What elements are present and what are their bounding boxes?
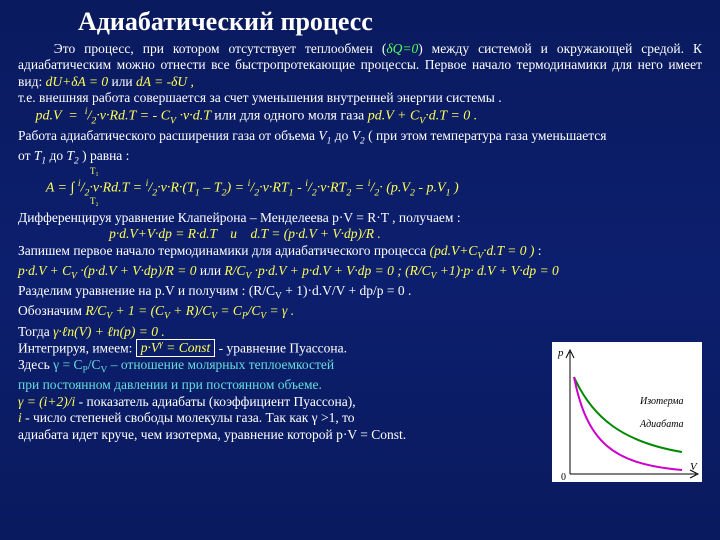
p7l2d: R/C — [221, 263, 245, 278]
eq-pdv: pd.V = i/2·ν·Rd.T = - CV ·ν·d.T или для … — [18, 106, 702, 127]
p7l1a: Запишем первое начало термодинамики для … — [18, 243, 430, 258]
p7l1e: : — [534, 243, 541, 258]
p7l1: Запишем первое начало термодинамики для … — [18, 243, 702, 263]
title: Адиабатический процесс — [78, 8, 702, 37]
p5e: ·ν·Rd.T = — [89, 181, 145, 196]
chart-bg — [552, 342, 702, 482]
p11b: p·V — [141, 340, 159, 355]
p1-eq2: dA = -δU , — [136, 74, 194, 89]
p9b: R/C — [85, 303, 106, 318]
eq-pdv-g: ·ν·d.T — [176, 109, 214, 124]
p10: Тогда γ·ℓn(V) + ℓn(p) = 0 . — [18, 324, 518, 340]
p4j: ) равна : — [79, 148, 130, 163]
p8: Разделим уравнение на p.V и получим : (R… — [18, 283, 702, 303]
p7l2c: ·(p·d.V + V·dp)/R = 0 — [77, 263, 200, 278]
p5a: A = ∫ — [18, 181, 78, 196]
p13: при постоянном давлении и при постоянном… — [18, 377, 518, 393]
p9f: + R)/C — [170, 303, 211, 318]
p4e: ( при этом температура газа уменьшается — [365, 128, 607, 143]
p12f: – отношение молярных теплоемкостей — [107, 357, 334, 372]
p7l1b: (pd.V+C — [430, 243, 478, 258]
p9: Обозначим R/CV + 1 = (CV + R)/CV = CP/CV… — [18, 303, 518, 323]
int-lower: T₂ — [90, 196, 99, 207]
p1-dq: δQ=0 — [386, 41, 418, 56]
chart-iso-label: Изотерма — [639, 396, 684, 407]
p7l2h: +1)·p· d.V + V·dp = 0 — [436, 263, 558, 278]
p9h: = C — [217, 303, 242, 318]
eq-pdv-j: ·d.T = 0 . — [425, 109, 477, 124]
eq-pdv-a: pd.V = — [18, 109, 85, 124]
eq-pdv-e: ·ν·Rd.T = - C — [96, 109, 170, 124]
p5y: · (p.V — [379, 181, 410, 196]
p5u: = — [351, 181, 367, 196]
eq-integral: A = ∫ i/2·ν·Rd.T = i/2·ν·R·(T1 – T2) = i… — [18, 178, 702, 199]
p6l1: Дифференцируя уравнение Клапейрона – Мен… — [18, 210, 702, 226]
p11e: - уравнение Пуассона. — [215, 340, 347, 355]
chart-zero: 0 — [561, 472, 566, 482]
p4h: до — [46, 148, 66, 163]
para-definition: Это процесс, при котором отсутствует теп… — [18, 41, 702, 90]
p7l2a: p·d.V + C — [18, 263, 71, 278]
eq-pdv-or: или для одного моля газа — [214, 109, 367, 124]
p5p: - — [294, 181, 306, 196]
p9a: Обозначим — [18, 303, 85, 318]
p4a: Работа адиабатического расширения газа о… — [18, 128, 318, 143]
p7l2: p·d.V + CV ·(p·d.V + V·dp)/R = 0 или R/C… — [18, 263, 702, 283]
p7l2or: или — [200, 263, 221, 278]
p1-or: или — [108, 74, 136, 89]
p10a: Тогда — [18, 324, 53, 339]
p9j: /C — [248, 303, 261, 318]
p4i: T — [66, 148, 74, 163]
chart-p-label: p — [557, 347, 564, 359]
pv-chart: p V 0 Изотерма Адиабата — [552, 342, 702, 482]
p6l2: p·d.V+V·dp = R·d.T и d.T = (p·d.V + V·dp… — [18, 226, 702, 242]
p1-lead: Это процесс, при котором отсутствует теп… — [18, 41, 386, 56]
p14a: γ = (i+2)/i — [18, 394, 75, 409]
p12: Здесь γ = CP/CV – отношение молярных теп… — [18, 357, 518, 377]
p11a: Интегрируя, имеем: — [18, 340, 136, 355]
p12a: Здесь — [18, 357, 53, 372]
p5o: ·ν·RT — [259, 181, 289, 196]
p8a: Разделим уравнение на p.V и получим : (R… — [18, 283, 275, 298]
p9d: + 1 = (C — [112, 303, 164, 318]
eq-pdv-h: pd.V + C — [368, 109, 420, 124]
p15: i - число степеней свободы молекулы газа… — [18, 410, 518, 426]
p5k: ) = — [226, 181, 247, 196]
p1-eq1: dU+δA = 0 — [46, 74, 109, 89]
pv-chart-svg: p V 0 Изотерма Адиабата — [552, 342, 702, 482]
poisson-box: p·Vγ = Const — [136, 339, 215, 357]
p11: Интегрируя, имеем: p·Vγ = Const - уравне… — [18, 340, 518, 357]
p7l2f: ·p·d.V + p·d.V + V·dp = 0 ; (R/C — [251, 263, 430, 278]
slide: Адиабатический процесс Это процесс, при … — [0, 0, 720, 540]
chart-adia-label: Адиабата — [639, 419, 684, 430]
p5i: ·ν·R·(T — [157, 181, 195, 196]
int-limits-top: T₁ — [18, 168, 702, 178]
int-upper: T₁ — [90, 166, 99, 177]
p4c: до — [331, 128, 351, 143]
p4f: от — [18, 148, 34, 163]
p5z: ) — [450, 181, 458, 196]
p12b: γ = C — [53, 357, 82, 372]
p9l: = γ . — [266, 303, 294, 318]
p15b: - число степеней свободы молекулы газа. … — [22, 410, 355, 425]
para-work2: от T1 до T2 ) равна : — [18, 148, 702, 168]
para-p2: т.е. внешняя работа совершается за счет … — [18, 90, 702, 106]
p12d: /C — [88, 357, 101, 372]
p11d: = Const — [163, 340, 210, 355]
p10b: γ·ℓn(V) + ℓn(p) = 0 . — [53, 324, 165, 339]
p14: γ = (i+2)/i - показатель адиабаты (коэфф… — [18, 394, 518, 410]
int-limits-bot: T₂ — [18, 200, 702, 210]
p5j: – T — [200, 181, 222, 196]
p5y2: - p.V — [415, 181, 446, 196]
p4b: V — [318, 128, 326, 143]
p5t: ·ν·RT — [317, 181, 347, 196]
p8b: + 1)·d.V/V + dp/p = 0 . — [282, 283, 411, 298]
para-work: Работа адиабатического расширения газа о… — [18, 128, 702, 148]
p8asub: V — [275, 292, 282, 302]
p7l1d: ·d.T = 0 ) — [483, 243, 534, 258]
p14b: - показатель адиабаты (коэффициент Пуасс… — [75, 394, 355, 409]
p4d: V — [352, 128, 360, 143]
